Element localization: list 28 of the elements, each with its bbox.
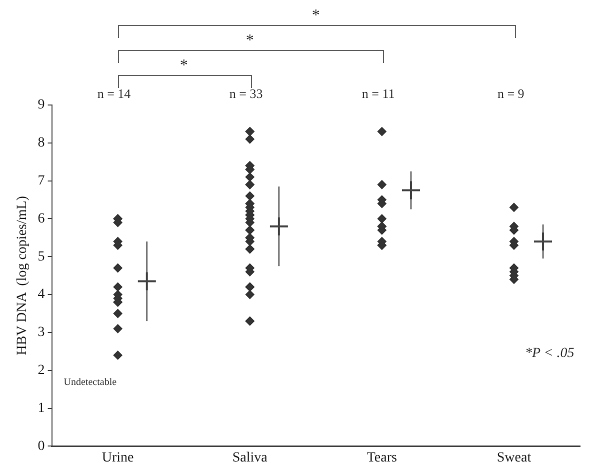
y-tick-label: 5 xyxy=(38,249,45,264)
y-tick-label: 1 xyxy=(38,400,45,416)
y-tick-label: 6 xyxy=(38,211,45,226)
annotation: Undetectable xyxy=(64,376,117,388)
text: * xyxy=(180,57,188,75)
text: n = 11 xyxy=(362,86,395,102)
y-axis-title: HBV DNA (log copies/mL) xyxy=(15,196,30,356)
text: n = 9 xyxy=(497,86,524,102)
x-tick-label: Saliva xyxy=(232,450,268,466)
y-tick-label: 4 xyxy=(38,287,45,302)
text: n = 33 xyxy=(229,86,263,102)
point xyxy=(136,271,157,292)
text: * xyxy=(246,32,254,50)
x-tick-label: Sweat xyxy=(496,450,532,466)
x-tick-label: Urine xyxy=(102,450,134,466)
y-tick-label: 0 xyxy=(38,438,45,454)
y-tick-label: 9 xyxy=(38,98,45,113)
annotation: *P < .05 xyxy=(525,346,574,362)
text: * xyxy=(312,7,320,25)
y-tick-label: 7 xyxy=(38,173,45,188)
point xyxy=(533,231,554,252)
y-tick-label: 3 xyxy=(38,325,45,340)
x-tick-label: Tears xyxy=(366,450,397,466)
y-tick-label: 2 xyxy=(38,363,45,378)
point xyxy=(268,216,289,236)
text: n = 14 xyxy=(97,86,131,102)
point xyxy=(400,180,421,200)
y-tick-label: 8 xyxy=(38,136,45,151)
